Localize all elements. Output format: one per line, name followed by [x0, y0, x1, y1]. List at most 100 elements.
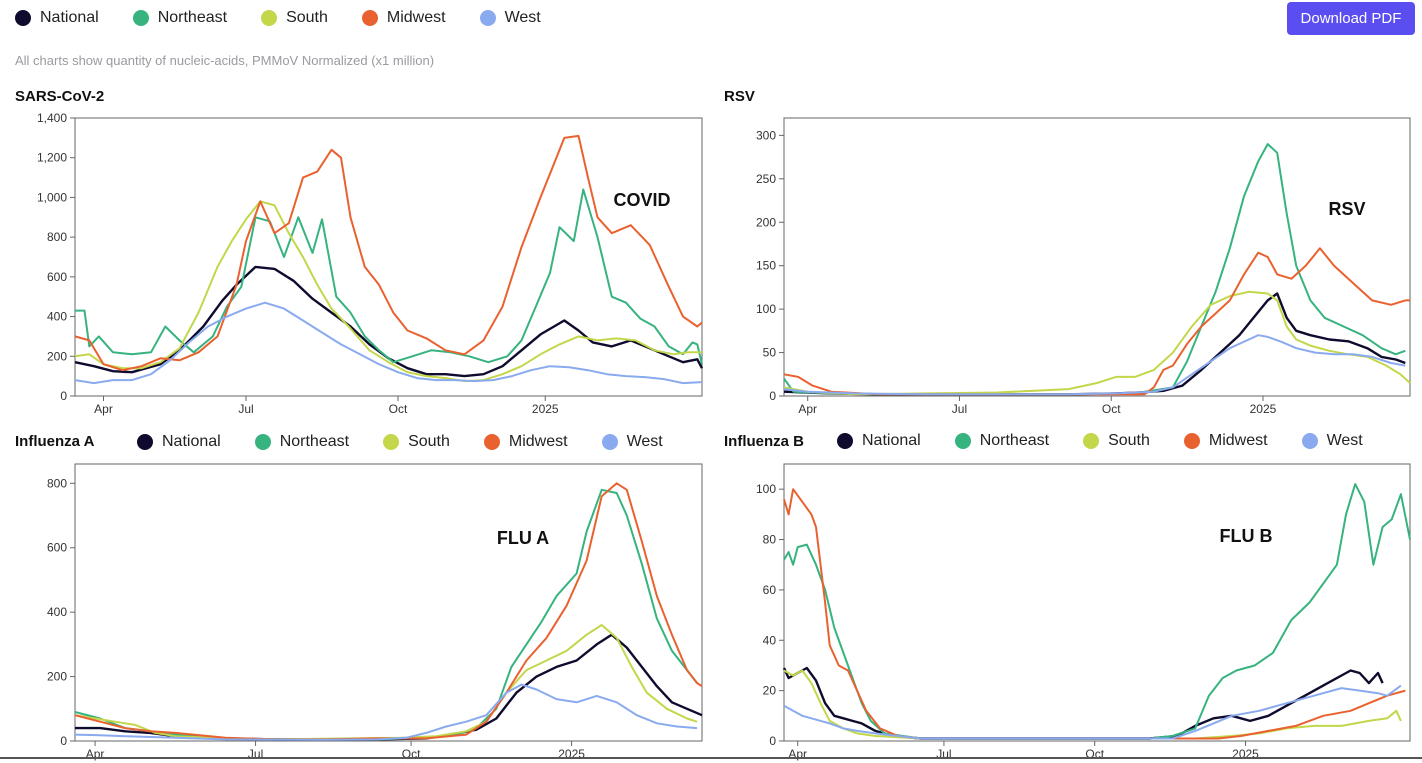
- series-line-northeast: [783, 143, 1406, 396]
- chart-annotation: FLU B: [1220, 526, 1273, 546]
- series-line-south: [783, 669, 1402, 740]
- legend-item-national[interactable]: National: [137, 433, 221, 451]
- legend-item-northeast[interactable]: Northeast: [954, 432, 1050, 450]
- y-tick-label: 50: [763, 346, 777, 360]
- national-dot-icon: [137, 434, 153, 450]
- west-dot-icon: [601, 434, 618, 450]
- legend-item-midwest[interactable]: Midwest: [361, 9, 446, 27]
- chart-annotation: RSV: [1328, 199, 1365, 219]
- y-tick-label: 150: [756, 259, 776, 273]
- plot-frame-influenza-b: [783, 463, 1411, 742]
- y-tick-label: 1,400: [37, 111, 67, 125]
- x-tick-label: Oct: [389, 402, 408, 416]
- legend-label: National: [862, 432, 921, 449]
- legend-item-west[interactable]: West: [1301, 432, 1363, 450]
- series-line-midwest: [783, 488, 1406, 740]
- plot-frame-rsv: [783, 117, 1411, 397]
- y-tick-label: 400: [47, 605, 67, 619]
- plot-frame-influenza-a: [74, 463, 703, 742]
- legend-item-south[interactable]: South: [261, 9, 328, 27]
- series-line-northeast: [75, 188, 703, 365]
- legend-label: Midwest: [1208, 432, 1268, 449]
- bottom-divider: [0, 757, 1422, 759]
- legend-item-south[interactable]: South: [1083, 432, 1150, 450]
- series-line-west: [783, 684, 1402, 740]
- legend-label: Northeast: [279, 433, 350, 450]
- y-tick-label: 250: [756, 172, 776, 186]
- series-line-south: [74, 624, 698, 741]
- chart-annotation: COVID: [613, 190, 670, 210]
- y-tick-label: 600: [47, 270, 67, 284]
- legend-item-national[interactable]: National: [15, 9, 99, 27]
- y-tick-label: 0: [60, 389, 67, 403]
- y-tick-label: 1,000: [37, 190, 67, 204]
- y-tick-label: 0: [769, 734, 776, 748]
- legend-item-midwest[interactable]: Midwest: [1183, 432, 1268, 450]
- y-tick-label: 80: [763, 533, 777, 547]
- y-tick-label: 0: [769, 389, 776, 403]
- legend-item-national[interactable]: National: [837, 432, 921, 450]
- y-tick-label: 1,200: [37, 151, 67, 165]
- midwest-dot-icon: [483, 434, 500, 450]
- legend-item-west[interactable]: West: [601, 433, 663, 451]
- legend-label: South: [286, 9, 328, 26]
- national-dot-icon: [15, 10, 31, 26]
- y-tick-label: 0: [60, 734, 67, 748]
- northeast-dot-icon: [132, 10, 149, 26]
- plot-frame-sars-cov-2: [74, 117, 703, 397]
- y-tick-label: 100: [756, 302, 776, 316]
- series-line-west: [74, 683, 698, 741]
- midwest-dot-icon: [1183, 433, 1200, 449]
- northeast-dot-icon: [954, 433, 971, 449]
- south-dot-icon: [261, 10, 278, 26]
- series-line-midwest: [74, 482, 703, 741]
- x-tick-label: Jul: [238, 402, 253, 416]
- series-line-midwest: [783, 247, 1410, 396]
- series-line-midwest: [74, 134, 703, 372]
- chart-annotation: FLU A: [497, 528, 549, 548]
- x-tick-label: Jul: [952, 402, 967, 416]
- legend-label: Northeast: [157, 9, 228, 26]
- legend-label: South: [1108, 432, 1150, 449]
- units-note: All charts show quantity of nucleic-acid…: [15, 53, 435, 68]
- y-tick-label: 40: [763, 633, 777, 647]
- west-dot-icon: [479, 10, 496, 26]
- legend-label: Midwest: [386, 9, 446, 26]
- series-line-west: [74, 301, 703, 385]
- legend-item-south[interactable]: South: [383, 433, 450, 451]
- x-tick-label: 2025: [1250, 402, 1277, 416]
- y-tick-label: 800: [47, 230, 67, 244]
- series-line-northeast: [74, 488, 698, 741]
- y-tick-label: 200: [756, 215, 776, 229]
- x-tick-label: Apr: [798, 402, 817, 416]
- west-dot-icon: [1301, 433, 1318, 449]
- legend-top: National Northeast South Midwest West: [15, 9, 541, 27]
- legend-label: Northeast: [979, 432, 1050, 449]
- legend-item-west[interactable]: West: [479, 9, 541, 27]
- legend-influenza-b: National Northeast South Midwest West: [837, 432, 1363, 450]
- legend-label: National: [40, 9, 99, 26]
- series-line-south: [74, 200, 702, 383]
- legend-item-northeast[interactable]: Northeast: [254, 433, 350, 451]
- series-line-west: [783, 334, 1406, 396]
- series-line-national: [74, 265, 704, 378]
- series-line-national: [75, 633, 703, 741]
- y-tick-label: 20: [763, 684, 777, 698]
- y-tick-label: 400: [47, 310, 67, 324]
- series-line-national: [783, 292, 1406, 396]
- northeast-dot-icon: [254, 434, 271, 450]
- y-tick-label: 100: [756, 482, 776, 496]
- x-tick-label: 2025: [532, 402, 559, 416]
- legend-label: Midwest: [508, 433, 568, 450]
- x-tick-label: Oct: [1102, 402, 1121, 416]
- y-tick-label: 60: [763, 583, 777, 597]
- chart-title-rsv: RSV: [724, 88, 755, 105]
- legend-item-midwest[interactable]: Midwest: [483, 433, 568, 451]
- legend-item-northeast[interactable]: Northeast: [132, 9, 228, 27]
- legend-label: West: [1326, 432, 1363, 449]
- y-tick-label: 200: [47, 670, 67, 684]
- legend-label: South: [408, 433, 450, 450]
- national-dot-icon: [837, 433, 853, 449]
- download-pdf-button[interactable]: Download PDF: [1287, 2, 1415, 35]
